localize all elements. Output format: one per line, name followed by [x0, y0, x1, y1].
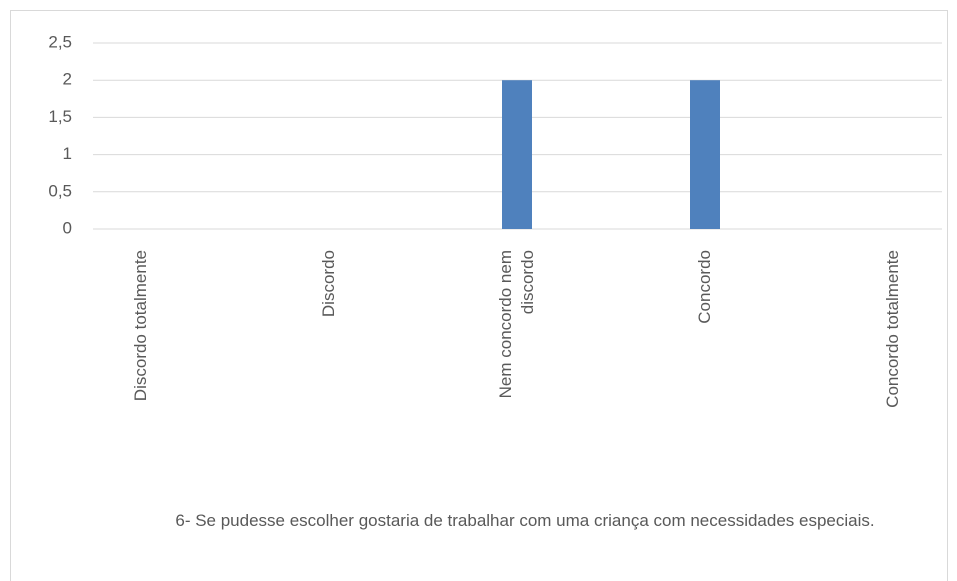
y-tick-label: 2	[63, 70, 72, 89]
y-tick-label: 0	[63, 218, 72, 237]
x-tick-label: Discordo totalmente	[131, 250, 150, 402]
y-tick-label: 1,5	[48, 107, 72, 126]
y-tick-label: 1	[63, 144, 72, 163]
bar	[690, 80, 720, 229]
x-tick-label: Concordo	[695, 250, 714, 324]
x-tick-label: Nem concordo nem discordo	[496, 250, 537, 399]
y-tick-label: 2,5	[48, 32, 72, 51]
x-axis-title: 6- Se pudesse escolher gostaria de traba…	[175, 511, 875, 530]
bar	[502, 80, 532, 229]
x-tick-label: Discordo	[319, 250, 338, 318]
x-tick-label: Concordo totalmente	[883, 250, 902, 408]
chart-frame	[10, 10, 948, 581]
y-tick-label: 0,5	[48, 181, 72, 200]
